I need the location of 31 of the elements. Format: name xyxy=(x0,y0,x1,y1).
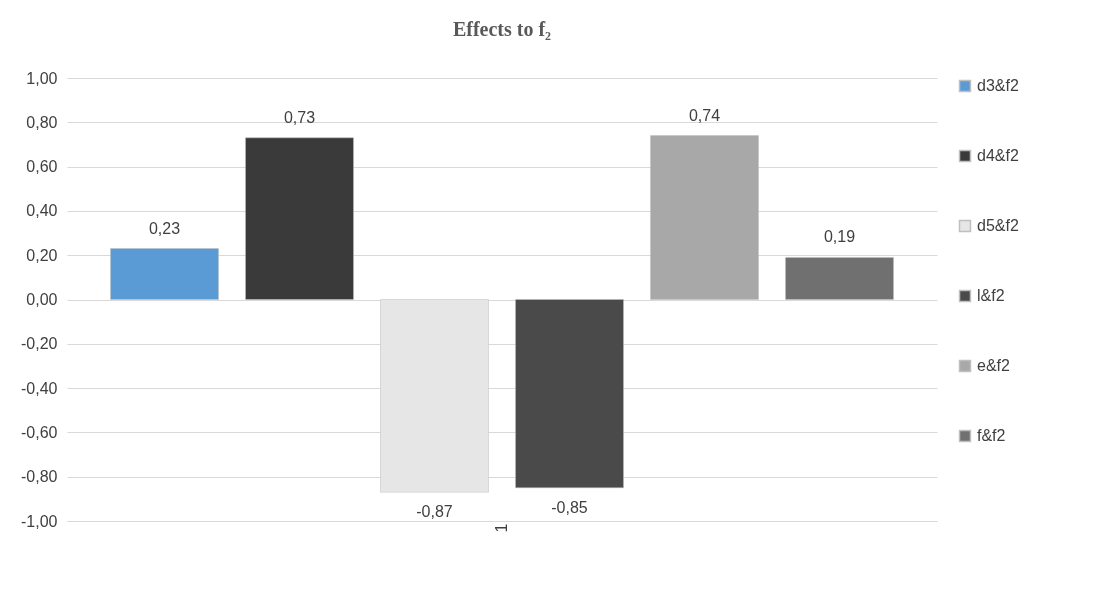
legend-label: l&f2 xyxy=(977,287,1005,304)
y-tick-label: 0,60 xyxy=(26,158,58,176)
data-label: 0,73 xyxy=(283,108,316,126)
data-label: 0,23 xyxy=(148,219,181,237)
y-tick-label: 0,20 xyxy=(26,246,58,264)
data-label: 0,74 xyxy=(688,106,721,124)
bar xyxy=(110,248,219,300)
y-tick-label: 1,00 xyxy=(26,69,58,87)
data-label: 0,19 xyxy=(823,228,856,246)
legend-label: e&f2 xyxy=(977,357,1011,374)
chart-title: Effects to f₂ xyxy=(452,18,552,40)
y-tick-label: 0,00 xyxy=(26,291,58,308)
bar xyxy=(245,137,354,300)
bar xyxy=(515,299,624,489)
x-tick-label: 1 xyxy=(493,523,510,533)
bar xyxy=(380,299,489,493)
y-tick-label: -1,00 xyxy=(21,512,58,530)
y-tick-label: -0,20 xyxy=(21,335,58,353)
data-label: -0,85 xyxy=(551,498,588,516)
bar xyxy=(650,135,759,300)
y-tick-label: -0,80 xyxy=(21,468,58,486)
bar xyxy=(785,257,894,300)
legend-label: d4&f2 xyxy=(977,147,1019,164)
y-tick-label: 0,40 xyxy=(26,202,58,220)
y-tick-label: 0,80 xyxy=(26,113,58,131)
legend-label: d3&f2 xyxy=(977,77,1019,94)
legend-label: d5&f2 xyxy=(977,217,1019,234)
y-tick-label: -0,40 xyxy=(21,379,58,397)
y-tick-label: -0,60 xyxy=(21,423,58,441)
legend-label: f&f2 xyxy=(977,427,1006,444)
data-label: -0,87 xyxy=(416,503,453,521)
